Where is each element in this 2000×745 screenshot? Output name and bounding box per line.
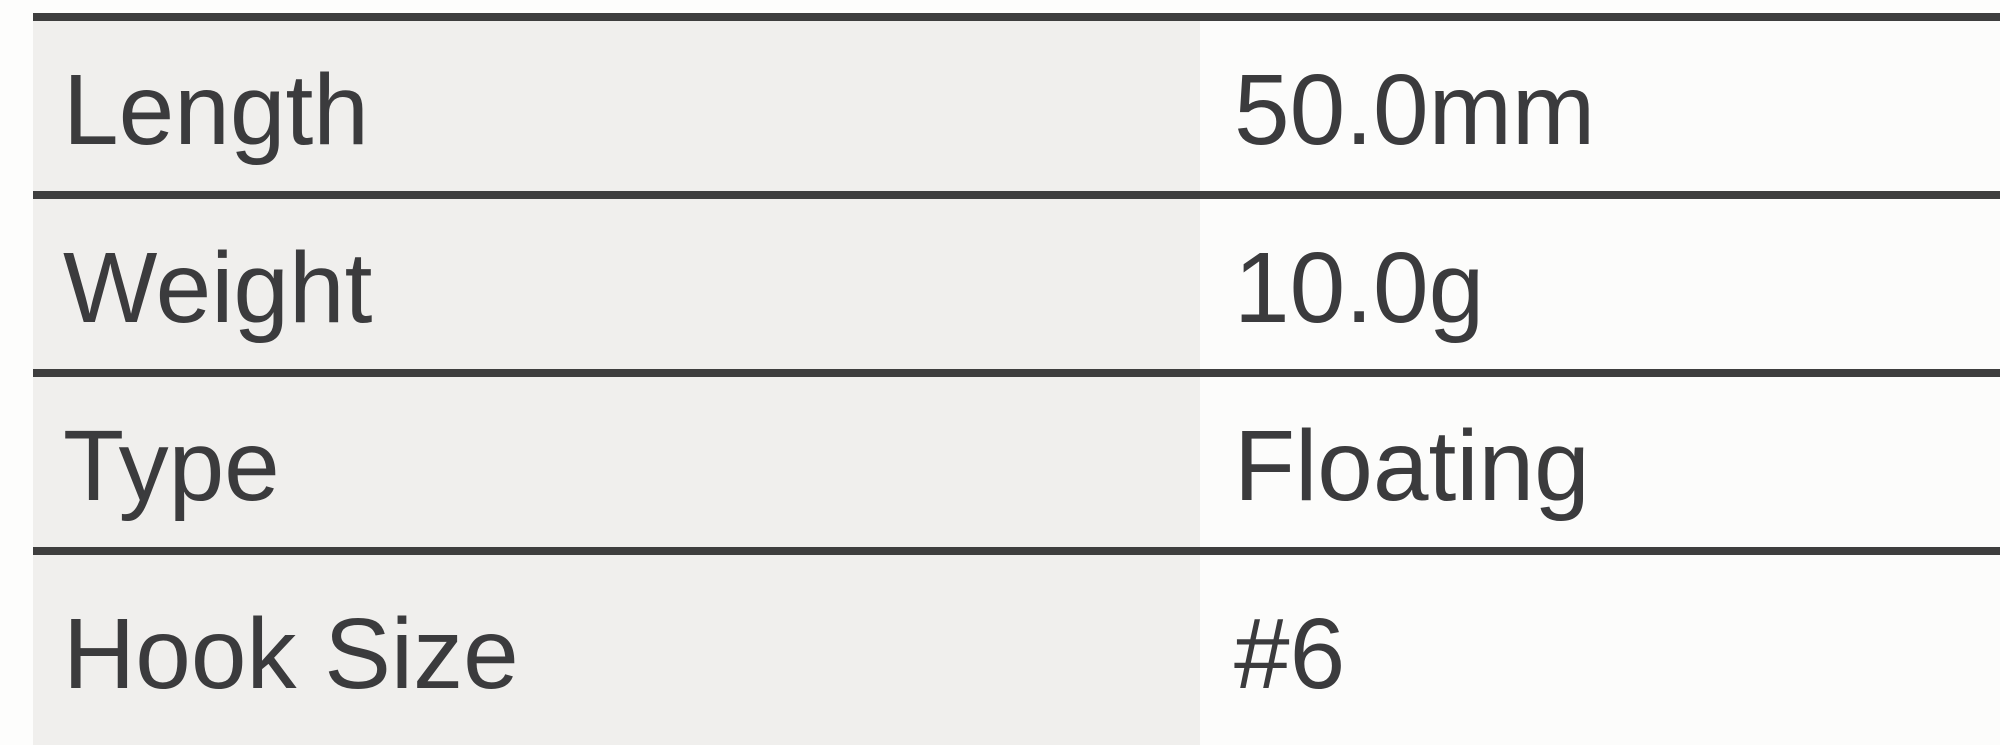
spec-label: Type xyxy=(63,410,280,522)
spec-value-cell: 10.0g xyxy=(1200,199,2000,369)
spec-label-cell: Type xyxy=(33,377,1200,547)
spec-label: Hook Size xyxy=(63,598,519,710)
spec-value: 10.0g xyxy=(1234,232,1485,344)
spec-value: Floating xyxy=(1234,410,1590,522)
spec-label: Length xyxy=(63,54,369,166)
spec-label-cell: Weight xyxy=(33,199,1200,369)
spec-value-cell: #6 xyxy=(1200,555,2000,745)
spec-row-hook-size: Hook Size #6 xyxy=(33,547,2000,745)
spec-row-weight: Weight 10.0g xyxy=(33,191,2000,369)
spec-label: Weight xyxy=(63,232,373,344)
spec-value: #6 xyxy=(1234,598,1346,710)
spec-table: Length 50.0mm Weight 10.0g Type Floating… xyxy=(33,13,2000,745)
spec-row-type: Type Floating xyxy=(33,369,2000,547)
spec-row-length: Length 50.0mm xyxy=(33,13,2000,191)
spec-label-cell: Hook Size xyxy=(33,555,1200,745)
spec-value-cell: Floating xyxy=(1200,377,2000,547)
spec-label-cell: Length xyxy=(33,21,1200,191)
spec-value: 50.0mm xyxy=(1234,54,1596,166)
spec-value-cell: 50.0mm xyxy=(1200,21,2000,191)
